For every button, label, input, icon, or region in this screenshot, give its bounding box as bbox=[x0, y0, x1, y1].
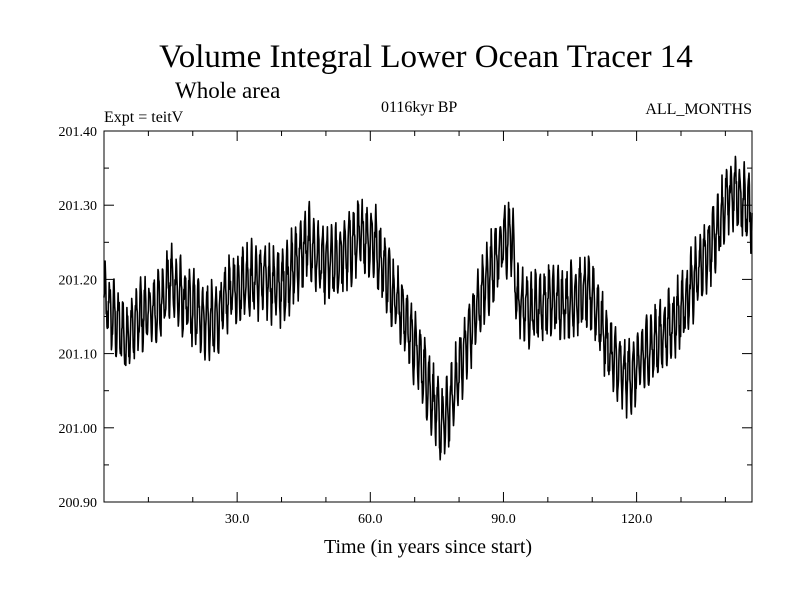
y-tick-label: 200.90 bbox=[59, 496, 98, 511]
series-line bbox=[103, 155, 753, 461]
y-axis: 200.90 201.00 201.10 201.20 201.30 201.40 bbox=[59, 125, 752, 511]
x-tick-label: 60.0 bbox=[358, 512, 383, 527]
x-axis: 30.0 60.0 90.0 120.0 bbox=[147, 131, 726, 527]
y-tick-label: 201.30 bbox=[59, 199, 98, 214]
y-tick-label: 201.00 bbox=[59, 422, 98, 437]
x-tick-label: 120.0 bbox=[621, 512, 653, 527]
x-tick-label: 30.0 bbox=[225, 512, 250, 527]
chart-title: Volume Integral Lower Ocean Tracer 14 bbox=[159, 39, 693, 75]
chart-subtitle: Whole area bbox=[175, 78, 280, 103]
period-label: 0116kyr BP bbox=[381, 99, 457, 116]
expt-label: Expt = teitV bbox=[104, 109, 184, 126]
months-label: ALL_MONTHS bbox=[645, 101, 752, 118]
x-axis-title: Time (in years since start) bbox=[324, 536, 532, 558]
series-layer bbox=[103, 155, 753, 461]
y-tick-label: 201.40 bbox=[59, 125, 98, 140]
x-tick-label: 90.0 bbox=[491, 512, 516, 527]
y-tick-label: 201.20 bbox=[59, 273, 98, 288]
y-tick-label: 201.10 bbox=[59, 348, 98, 363]
